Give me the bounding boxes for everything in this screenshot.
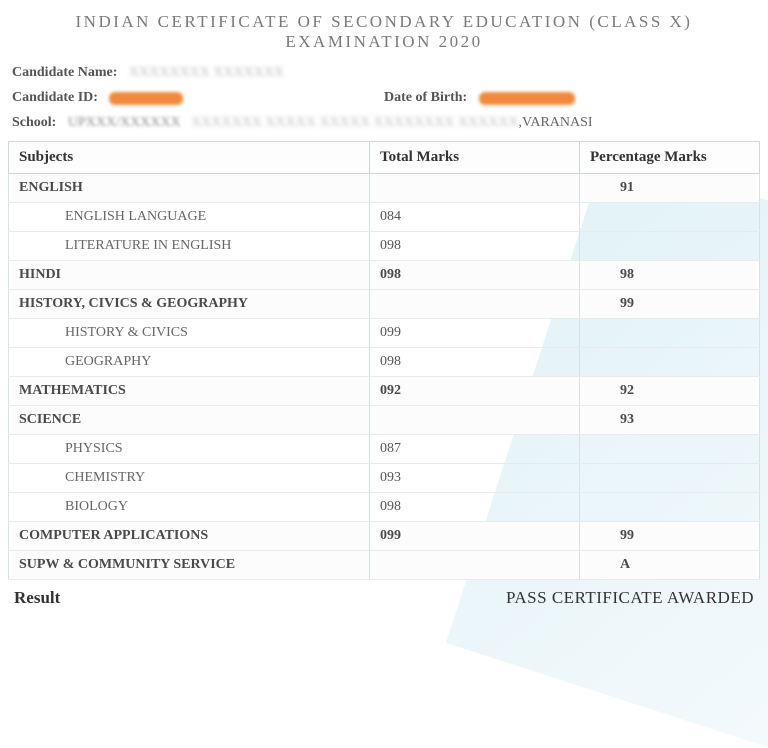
table-row: HISTORY & CIVICS099: [9, 319, 760, 348]
table-row: COMPUTER APPLICATIONS09999: [9, 522, 760, 551]
cell-marks: 098: [370, 493, 580, 522]
cell-marks: 093: [370, 464, 580, 493]
cell-pct: 93: [580, 406, 760, 435]
candidate-name-row: Candidate Name: XXXXXXXX XXXXXXX: [8, 62, 760, 87]
cell-subject: BIOLOGY: [9, 493, 370, 522]
cell-subject: GEOGRAPHY: [9, 348, 370, 377]
cell-subject: ENGLISH: [9, 174, 370, 203]
col-pct: Percentage Marks: [580, 142, 760, 174]
cell-subject: CHEMISTRY: [9, 464, 370, 493]
cell-marks: 099: [370, 319, 580, 348]
cell-marks: 098: [370, 261, 580, 290]
cell-pct: [580, 232, 760, 261]
result-label: Result: [14, 588, 60, 608]
cell-subject: HISTORY & CIVICS: [9, 319, 370, 348]
cell-marks: [370, 406, 580, 435]
table-row: PHYSICS087: [9, 435, 760, 464]
cell-pct: [580, 464, 760, 493]
cell-pct: 92: [580, 377, 760, 406]
cell-pct: [580, 348, 760, 377]
cell-marks: [370, 290, 580, 319]
school-name: XXXXXXX XXXXX XXXXX XXXXXXXX XXXXXX: [184, 115, 518, 131]
table-row: GEOGRAPHY098: [9, 348, 760, 377]
certificate-page: INDIAN CERTIFICATE OF SECONDARY EDUCATIO…: [0, 0, 768, 608]
marks-table: Subjects Total Marks Percentage Marks EN…: [8, 141, 760, 580]
cell-subject: SCIENCE: [9, 406, 370, 435]
candidate-id-value: [109, 92, 183, 105]
candidate-name-label: Candidate Name:: [12, 65, 117, 80]
cell-marks: 098: [370, 348, 580, 377]
table-row: ENGLISH LANGUAGE084: [9, 203, 760, 232]
table-row: MATHEMATICS09292: [9, 377, 760, 406]
cell-pct: 99: [580, 522, 760, 551]
cell-pct: [580, 203, 760, 232]
table-row: ENGLISH 91: [9, 174, 760, 203]
table-row: HINDI09898: [9, 261, 760, 290]
cell-pct: [580, 493, 760, 522]
cell-pct: 98: [580, 261, 760, 290]
cell-marks: [370, 174, 580, 203]
table-header-row: Subjects Total Marks Percentage Marks: [9, 142, 760, 174]
cell-marks: [370, 551, 580, 580]
school-suffix: ,VARANASI: [519, 115, 593, 130]
col-subject: Subjects: [9, 142, 370, 174]
cell-marks: 092: [370, 377, 580, 406]
table-row: SCIENCE 93: [9, 406, 760, 435]
table-row: HISTORY, CIVICS & GEOGRAPHY 99: [9, 290, 760, 319]
table-row: CHEMISTRY093: [9, 464, 760, 493]
result-row: Result PASS CERTIFICATE AWARDED: [8, 580, 760, 608]
cell-pct: A: [580, 551, 760, 580]
id-dob-row: Candidate ID: Date of Birth:: [8, 87, 760, 112]
cell-subject: MATHEMATICS: [9, 377, 370, 406]
cell-marks: 098: [370, 232, 580, 261]
cell-pct: 91: [580, 174, 760, 203]
cell-pct: [580, 319, 760, 348]
cell-subject: ENGLISH LANGUAGE: [9, 203, 370, 232]
candidate-name-value: XXXXXXXX XXXXXXX: [129, 65, 284, 81]
cell-subject: COMPUTER APPLICATIONS: [9, 522, 370, 551]
cell-subject: LITERATURE IN ENGLISH: [9, 232, 370, 261]
cell-subject: HISTORY, CIVICS & GEOGRAPHY: [9, 290, 370, 319]
school-code: UPXXX/XXXXXX: [68, 115, 181, 131]
dob-value: [479, 92, 575, 105]
col-marks: Total Marks: [370, 142, 580, 174]
school-label: School:: [12, 115, 56, 130]
cell-pct: [580, 435, 760, 464]
table-row: LITERATURE IN ENGLISH098: [9, 232, 760, 261]
cell-marks: 087: [370, 435, 580, 464]
cell-marks: 099: [370, 522, 580, 551]
table-row: SUPW & COMMUNITY SERVICE A: [9, 551, 760, 580]
school-row: School: UPXXX/XXXXXX XXXXXXX XXXXX XXXXX…: [8, 112, 760, 137]
cell-pct: 99: [580, 290, 760, 319]
candidate-id-label: Candidate ID:: [12, 90, 98, 105]
result-value: PASS CERTIFICATE AWARDED: [506, 588, 754, 608]
cell-subject: PHYSICS: [9, 435, 370, 464]
cell-marks: 084: [370, 203, 580, 232]
cell-subject: HINDI: [9, 261, 370, 290]
table-body: ENGLISH91ENGLISH LANGUAGE084LITERATURE I…: [9, 174, 760, 580]
page-title: INDIAN CERTIFICATE OF SECONDARY EDUCATIO…: [8, 6, 760, 62]
dob-label: Date of Birth:: [384, 90, 467, 105]
cell-subject: SUPW & COMMUNITY SERVICE: [9, 551, 370, 580]
table-row: BIOLOGY098: [9, 493, 760, 522]
